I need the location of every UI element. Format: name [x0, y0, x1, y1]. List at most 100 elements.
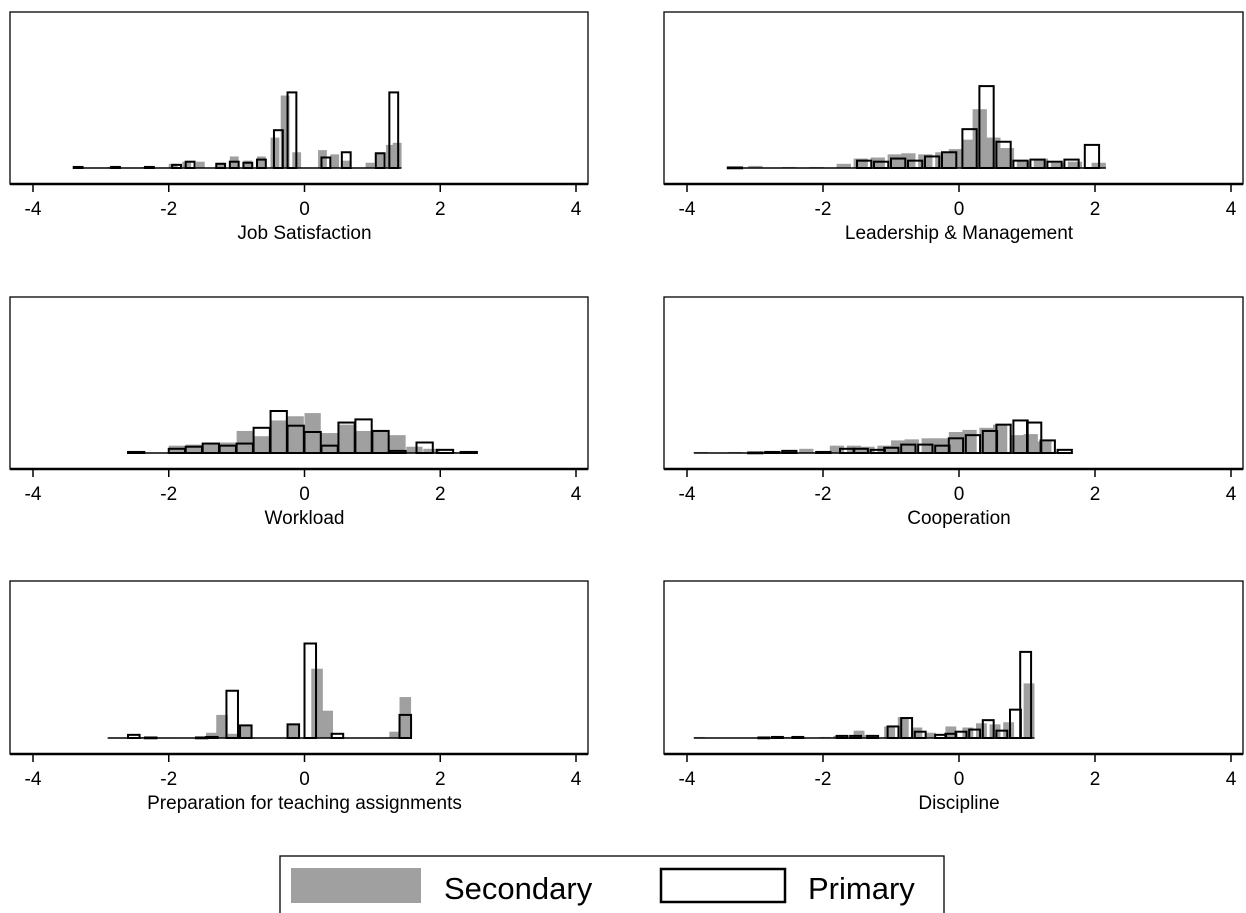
legend: Secondary Primary: [279, 855, 945, 913]
x-tick-label: -4: [25, 199, 42, 220]
x-tick-label: -2: [815, 484, 832, 505]
x-tick-label: -4: [679, 484, 696, 505]
x-tick-label: 0: [299, 199, 310, 220]
secondary-bar: [243, 160, 253, 168]
legend-swatch-secondary: [291, 868, 421, 903]
plot-frame: [663, 580, 1244, 755]
x-tick-label: 2: [435, 199, 446, 220]
x-tick-label: 4: [1226, 199, 1237, 220]
secondary-bar: [989, 724, 1001, 738]
x-tick-label: -4: [25, 769, 42, 790]
secondary-bar: [829, 445, 845, 453]
secondary-bar: [897, 717, 909, 738]
secondary-bar: [365, 162, 375, 168]
secondary-bar: [318, 150, 327, 168]
x-tick-label: -2: [160, 484, 177, 505]
secondary-bar: [280, 95, 290, 168]
secondary-bar: [870, 157, 885, 168]
x-axis-label: Job Satisfaction: [237, 223, 371, 244]
secondary-bar: [836, 163, 851, 168]
secondary-bar: [1016, 160, 1032, 168]
x-tick-label: 4: [571, 484, 582, 505]
secondary-bar: [168, 163, 178, 168]
secondary-bar: [1010, 435, 1025, 453]
x-tick-label: 4: [571, 199, 582, 220]
secondary-bar: [341, 160, 351, 168]
secondary-bar: [993, 424, 1008, 453]
legend-swatch-primary: [659, 867, 787, 904]
x-tick-label: 2: [1090, 199, 1101, 220]
secondary-bar: [270, 420, 287, 453]
secondary-bar: [185, 444, 203, 453]
secondary-bar: [355, 430, 372, 453]
histogram-panel: -4 -2 0 2 4 Preparation for teaching assignme…: [9, 580, 589, 814]
x-tick-label: -4: [679, 199, 696, 220]
x-tick-label: 0: [299, 769, 310, 790]
secondary-bar: [887, 154, 902, 168]
secondary-bar: [321, 710, 334, 738]
secondary-bar: [311, 668, 323, 738]
x-tick-label: -2: [160, 769, 177, 790]
secondary-bar: [423, 448, 440, 453]
x-tick-label: 2: [1090, 484, 1101, 505]
x-axis-label: Leadership & Management: [845, 223, 1074, 244]
x-axis-label: Discipline: [918, 793, 999, 814]
secondary-bar: [182, 161, 192, 168]
x-tick-label: 2: [435, 484, 446, 505]
x-tick-label: 4: [571, 769, 582, 790]
legend-label-primary: Primary: [808, 871, 915, 906]
secondary-bar: [904, 439, 919, 453]
secondary-bar: [226, 733, 238, 738]
x-tick-label: 4: [1226, 769, 1237, 790]
secondary-bar: [945, 726, 957, 738]
secondary-bar: [270, 137, 280, 168]
secondary-bar: [195, 161, 205, 168]
secondary-bar: [1003, 722, 1015, 738]
x-tick-label: 2: [435, 769, 446, 790]
secondary-bar: [219, 442, 236, 453]
x-tick-label: -4: [679, 769, 696, 790]
secondary-bar: [925, 732, 936, 738]
x-tick-label: -2: [815, 199, 832, 220]
secondary-bar: [1023, 683, 1035, 738]
x-tick-label: -4: [25, 484, 42, 505]
secondary-bar: [853, 158, 868, 168]
secondary-bar: [256, 156, 266, 168]
secondary-bar: [833, 735, 845, 738]
secondary-bar: [240, 725, 252, 738]
x-axis-label: Preparation for teaching assignments: [147, 793, 462, 814]
x-axis-label: Workload: [265, 508, 345, 529]
secondary-bar: [962, 727, 974, 738]
secondary-bar: [399, 697, 412, 738]
secondary-bar: [287, 416, 304, 453]
secondary-bar: [253, 436, 270, 453]
x-tick-label: 0: [954, 199, 965, 220]
secondary-bar: [406, 446, 423, 453]
secondary-bar: [202, 443, 219, 453]
secondary-bar: [389, 435, 406, 453]
histogram-panel: -4 -2 0 2 4 Leadership & Management: [663, 11, 1244, 244]
secondary-bar: [206, 732, 218, 738]
secondary-bar: [389, 731, 401, 738]
secondary-bar: [911, 727, 923, 738]
secondary-bar: [338, 424, 355, 453]
legend-label-secondary: Secondary: [444, 871, 593, 906]
x-tick-label: 0: [954, 769, 965, 790]
x-tick-label: 4: [1226, 484, 1237, 505]
secondary-bar: [799, 448, 814, 453]
secondary-bar: [921, 438, 936, 453]
histogram-panel: -4 -2 0 2 4 Cooperation: [663, 296, 1244, 529]
secondary-bar: [236, 430, 253, 453]
secondary-bar: [304, 413, 321, 453]
x-tick-label: 2: [1090, 769, 1101, 790]
x-tick-label: -2: [815, 769, 832, 790]
secondary-bar: [321, 433, 338, 453]
x-tick-label: 0: [299, 484, 310, 505]
histogram-panel: -4 -2 0 2 4 Job Satisfaction: [9, 11, 589, 244]
secondary-bar: [962, 429, 977, 453]
secondary-bar: [1033, 158, 1049, 168]
secondary-bar: [1050, 162, 1066, 168]
secondary-bar: [948, 432, 964, 453]
secondary-bar: [748, 165, 763, 168]
